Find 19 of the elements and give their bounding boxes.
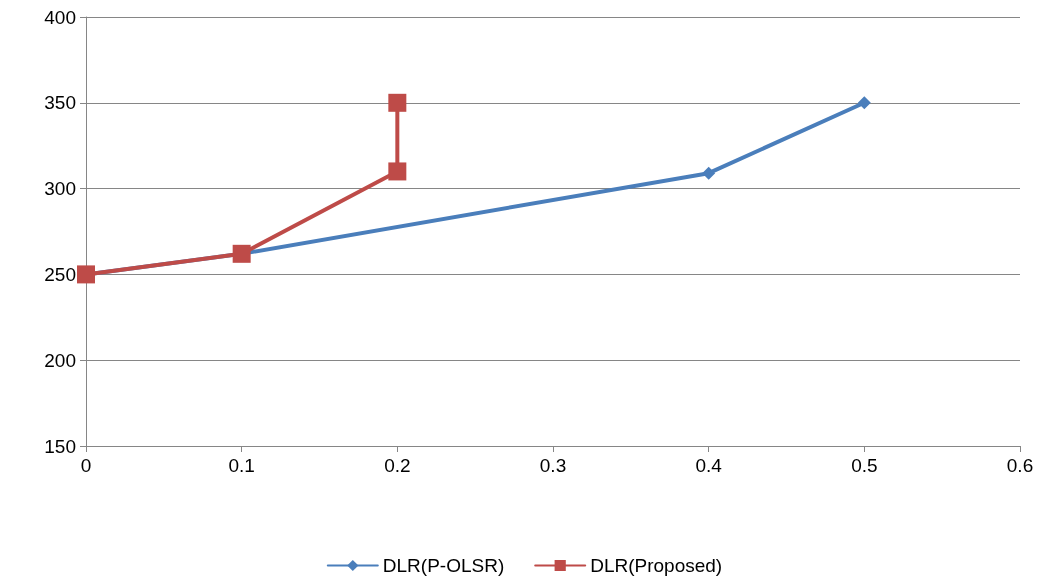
y-tick-label: 200	[44, 349, 76, 371]
y-tick-label: 400	[44, 6, 76, 28]
legend-label: DLR(Proposed)	[590, 555, 723, 576]
x-tick-label: 0.1	[228, 455, 255, 476]
point	[388, 162, 407, 181]
legend-label: DLR(P-OLSR)	[382, 555, 505, 576]
y-tick-label: 250	[44, 263, 76, 285]
x-tick-label: 0.6	[1006, 455, 1034, 476]
x-tick-label: 0.3	[539, 455, 567, 476]
point	[702, 166, 716, 180]
y-tick-label: 150	[44, 435, 76, 457]
y-tick-label: 300	[44, 178, 76, 200]
x-tick-label: 0.2	[384, 455, 411, 476]
x-tick-label: 0	[80, 455, 92, 476]
y-tick-label: 350	[44, 92, 76, 114]
point	[857, 96, 871, 110]
x-tick-label: 0.4	[695, 455, 723, 476]
point	[388, 93, 407, 112]
x-tick-label: 0.5	[851, 455, 878, 476]
